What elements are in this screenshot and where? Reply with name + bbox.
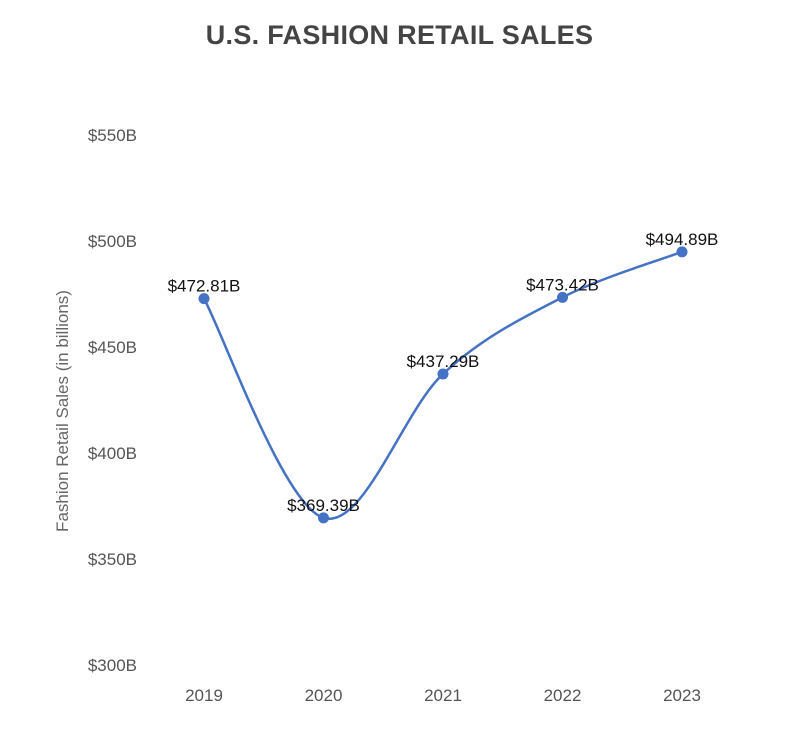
y-axis-ticks: $300B $350B $400B $450B $500B $550B: [88, 126, 137, 675]
data-point: [437, 368, 449, 380]
y-tick-label: $500B: [88, 232, 137, 251]
series-line: [202, 250, 684, 520]
x-axis-ticks: 2019 2020 2021 2022 2023: [185, 686, 701, 705]
data-label: $437.29B: [407, 352, 480, 371]
y-tick-label: $450B: [88, 338, 137, 357]
x-tick-label: 2021: [424, 686, 462, 705]
x-tick-label: 2019: [185, 686, 223, 705]
x-tick-label: 2023: [663, 686, 701, 705]
data-point: [318, 512, 329, 524]
data-point: [676, 246, 688, 258]
data-labels: $472.81B $369.39B $437.29B $473.42B $494.89B: [168, 230, 719, 515]
y-tick-label: $550B: [88, 126, 137, 145]
data-point: [198, 293, 210, 305]
data-points: [198, 246, 688, 524]
data-label: $369.39B: [287, 496, 360, 515]
x-tick-label: 2022: [544, 686, 582, 705]
data-label: $472.81B: [168, 277, 241, 296]
x-tick-label: 2020: [305, 686, 343, 705]
data-point: [557, 291, 568, 303]
chart-title: U.S. FASHION RETAIL SALES: [205, 20, 594, 50]
y-tick-label: $350B: [88, 550, 137, 569]
data-label: $473.42B: [526, 275, 599, 294]
y-axis-label: Fashion Retail Sales (in billions): [53, 290, 72, 532]
y-tick-label: $300B: [88, 656, 137, 675]
y-tick-label: $400B: [88, 444, 137, 463]
data-label: $494.89B: [646, 230, 719, 249]
